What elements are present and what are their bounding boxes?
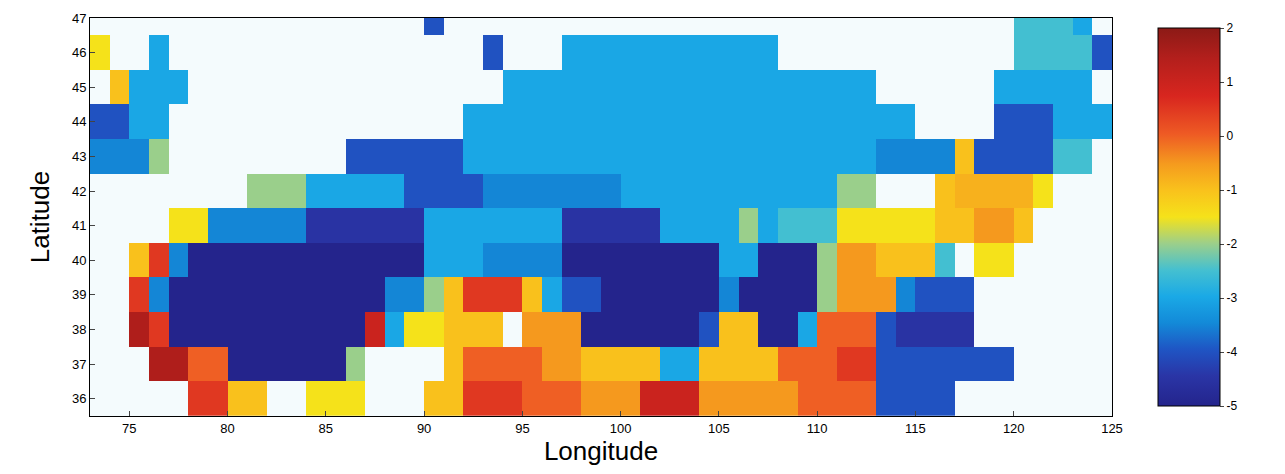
svg-text:36: 36: [72, 391, 86, 406]
svg-text:44: 44: [72, 114, 86, 129]
svg-text:95: 95: [515, 421, 529, 436]
svg-text:39: 39: [72, 287, 86, 302]
svg-text:80: 80: [220, 421, 234, 436]
svg-text:75: 75: [122, 421, 136, 436]
svg-text:110: 110: [807, 421, 828, 436]
svg-text:42: 42: [72, 184, 86, 199]
svg-text:38: 38: [72, 322, 86, 337]
svg-text:85: 85: [319, 421, 333, 436]
svg-text:40: 40: [72, 253, 86, 268]
svg-text:125: 125: [1101, 421, 1123, 436]
svg-text:120: 120: [1003, 421, 1025, 436]
svg-text:41: 41: [72, 218, 86, 233]
svg-text:100: 100: [610, 421, 632, 436]
svg-text:-1: -1: [1226, 183, 1237, 197]
svg-text:1: 1: [1226, 75, 1233, 89]
svg-text:45: 45: [72, 80, 86, 95]
svg-text:47: 47: [72, 11, 86, 26]
svg-text:115: 115: [905, 421, 926, 436]
svg-text:0: 0: [1226, 129, 1233, 143]
svg-text:105: 105: [708, 421, 730, 436]
svg-text:43: 43: [72, 149, 86, 164]
svg-text:46: 46: [72, 45, 86, 60]
svg-text:37: 37: [72, 357, 86, 372]
svg-text:2: 2: [1226, 21, 1233, 35]
svg-text:Longitude: Longitude: [544, 436, 658, 466]
svg-text:Latitude: Latitude: [25, 171, 55, 264]
svg-text:90: 90: [417, 421, 431, 436]
svg-text:-3: -3: [1226, 291, 1237, 305]
svg-text:-2: -2: [1226, 237, 1237, 251]
svg-text:-5: -5: [1226, 399, 1237, 413]
svg-text:-4: -4: [1226, 345, 1237, 359]
